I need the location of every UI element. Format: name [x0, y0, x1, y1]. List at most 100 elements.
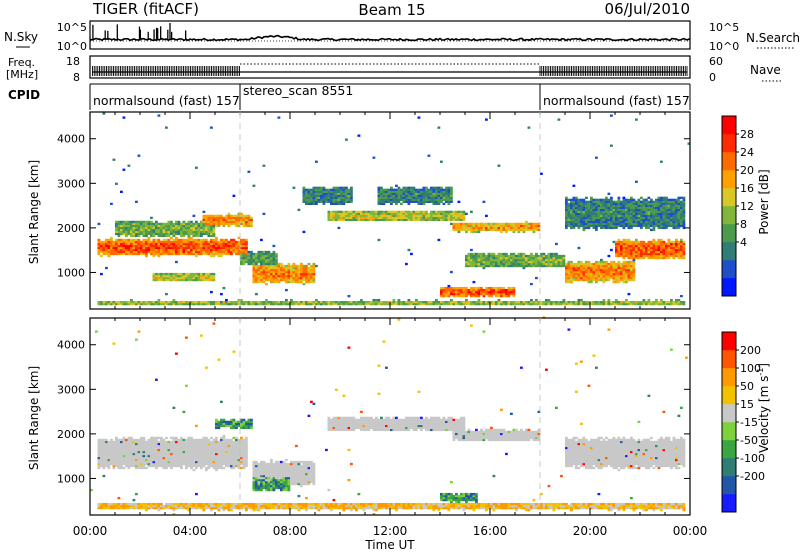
range-time-cell [242, 218, 246, 222]
range-time-cell [467, 258, 471, 262]
range-time-cell [255, 276, 258, 280]
range-time-cell [435, 216, 438, 220]
range-time-cell [307, 300, 311, 304]
range-time-cell [587, 268, 591, 272]
range-time-cell [365, 210, 368, 214]
range-time-cell [245, 248, 248, 252]
range-time-cell [310, 194, 313, 197]
range-time-cell [407, 248, 411, 252]
range-time-cell [545, 254, 548, 258]
range-time-cell [675, 244, 678, 248]
range-time-cell [512, 260, 516, 264]
range-time-cell [430, 192, 433, 195]
range-time-cell [407, 302, 411, 306]
range-time-cell [377, 214, 381, 218]
range-time-cell [207, 250, 211, 254]
range-time-cell [145, 300, 148, 304]
range-time-cell [625, 238, 628, 242]
range-time-cell [510, 286, 513, 290]
range-time-cell [457, 300, 461, 304]
range-time-cell [650, 200, 653, 203]
range-time-cell [512, 290, 516, 294]
range-time-cell [600, 266, 603, 270]
range-time-cell [647, 216, 651, 220]
range-time-cell [127, 504, 131, 508]
range-time-cell [342, 300, 346, 304]
range-time-cell [125, 456, 128, 460]
range-time-cell [102, 506, 106, 510]
range-time-cell [182, 248, 186, 252]
range-time-cell [582, 202, 586, 206]
range-time-cell [140, 252, 143, 256]
range-time-cell [662, 222, 666, 226]
range-time-cell [212, 242, 216, 246]
range-time-cell [487, 226, 491, 230]
range-time-cell [175, 302, 178, 306]
range-time-cell [207, 244, 211, 248]
range-time-cell [620, 242, 623, 246]
range-time-cell [445, 300, 448, 304]
range-time-cell [635, 238, 638, 242]
range-time-cell [605, 222, 608, 226]
power-ylabel: Slant Range [km] [27, 160, 41, 264]
range-time-cell [382, 212, 386, 216]
range-time-cell [245, 224, 248, 228]
range-time-cell [597, 268, 601, 272]
range-time-cell [577, 210, 581, 214]
range-time-cell [535, 298, 538, 302]
range-time-cell [645, 248, 648, 252]
range-time-cell [652, 238, 656, 242]
range-time-cell [597, 274, 601, 278]
range-time-cell [665, 244, 668, 248]
range-time-cell [250, 222, 253, 226]
range-time-cell [585, 214, 588, 218]
range-time-cell [147, 220, 151, 224]
range-time-cell [447, 198, 451, 201]
range-time-cell [107, 302, 111, 306]
range-time-cell [120, 248, 123, 252]
range-time-cell [270, 302, 273, 306]
range-time-cell [405, 300, 408, 304]
range-time-cell [442, 212, 446, 216]
range-time-cell [245, 238, 248, 242]
range-time-cell [242, 260, 246, 264]
range-time-cell [187, 248, 191, 252]
range-time-cell [305, 268, 308, 272]
range-time-cell [297, 268, 301, 272]
range-time-cell [120, 464, 123, 468]
range-time-cell [202, 230, 206, 234]
range-time-cell [302, 190, 306, 193]
range-time-cell [672, 220, 676, 224]
range-time-cell [605, 260, 608, 264]
range-time-cell [500, 264, 503, 268]
range-time-cell [552, 262, 556, 266]
range-time-cell [650, 204, 653, 208]
range-time-cell [612, 260, 616, 264]
range-time-cell [580, 216, 583, 220]
range-time-cell [195, 240, 198, 244]
range-time-cell [110, 246, 113, 250]
range-time-cell [495, 224, 498, 228]
range-time-cell [592, 262, 596, 266]
range-time-cell [427, 188, 431, 191]
range-time-cell [147, 300, 151, 304]
range-time-cell [390, 216, 393, 220]
range-time-cell [117, 252, 121, 256]
range-time-cell [220, 244, 223, 248]
range-time-cell [330, 194, 333, 197]
range-time-cell [592, 204, 596, 208]
range-time-cell [682, 240, 686, 244]
range-time-cell [105, 448, 108, 452]
range-time-cell [292, 276, 296, 280]
range-time-cell [245, 222, 248, 226]
range-time-cell [500, 252, 503, 256]
range-time-cell [497, 292, 501, 296]
range-time-cell [202, 250, 206, 254]
range-time-cell [337, 226, 341, 230]
range-time-cell [532, 230, 536, 234]
range-time-cell [122, 458, 126, 462]
range-time-cell [435, 298, 438, 302]
range-time-cell [345, 216, 348, 220]
range-time-cell [425, 188, 428, 191]
range-time-cell [500, 260, 503, 264]
